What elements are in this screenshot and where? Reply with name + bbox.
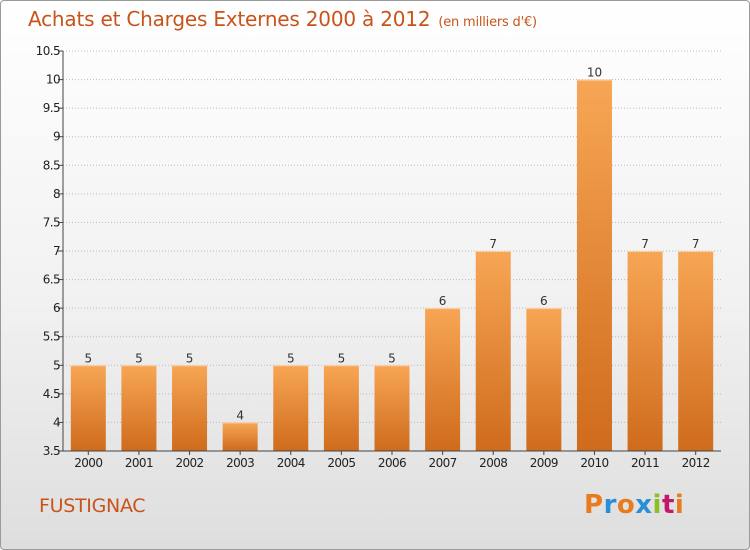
logo-letter: r bbox=[603, 490, 617, 520]
data-label: 7 bbox=[489, 237, 497, 251]
x-tick-label: 2002 bbox=[175, 456, 203, 470]
chart-title-text: Achats et Charges Externes 2000 à 2012 bbox=[28, 7, 431, 31]
bar bbox=[374, 365, 410, 451]
logo-letter: x bbox=[635, 490, 653, 520]
y-tick-label: 5.5 bbox=[43, 330, 60, 344]
data-label: 5 bbox=[186, 351, 194, 365]
x-tick-label: 2007 bbox=[429, 456, 457, 470]
x-tick-label: 2009 bbox=[530, 456, 558, 470]
location-label: FUSTIGNAC bbox=[39, 495, 146, 517]
bar bbox=[526, 308, 562, 451]
chart-subtitle: (en milliers d'€) bbox=[438, 15, 537, 30]
y-tick-label: 8.5 bbox=[43, 158, 60, 172]
y-tick-label: 6 bbox=[53, 301, 60, 315]
axes: 3.5 4 4.5 5 5.5 6 6.5 7 7.5 8 8.5 9 9.5 10 10.5 2000 200… bbox=[36, 44, 721, 470]
x-tick-label: 2001 bbox=[125, 456, 153, 470]
data-label: 5 bbox=[287, 351, 295, 365]
chart-title: Achats et Charges Externes 2000 à 2012 (e… bbox=[28, 7, 537, 31]
x-tick-label: 2004 bbox=[277, 456, 305, 470]
bar bbox=[425, 308, 461, 451]
data-label: 7 bbox=[641, 237, 649, 251]
data-label: 5 bbox=[338, 351, 346, 365]
x-tick-label: 2005 bbox=[327, 456, 355, 470]
bar bbox=[475, 251, 511, 451]
x-tick-label: 2006 bbox=[378, 456, 406, 470]
proxiti-logo[interactable]: Proxiti bbox=[584, 490, 684, 520]
bars: 5 5 5 4 5 5 5 6 7 6 10 7 7 bbox=[70, 66, 714, 452]
bar bbox=[323, 365, 359, 451]
data-label: 5 bbox=[388, 351, 396, 365]
x-tick-label: 2012 bbox=[682, 456, 710, 470]
y-tick-label: 9.5 bbox=[43, 101, 60, 115]
y-tick-label: 5 bbox=[53, 358, 60, 372]
logo-letter: i bbox=[652, 490, 662, 520]
bar bbox=[70, 365, 106, 451]
y-tick-label: 7 bbox=[53, 244, 60, 258]
y-tick-label: 4 bbox=[53, 415, 60, 429]
data-label: 5 bbox=[135, 351, 143, 365]
bar bbox=[121, 365, 157, 451]
data-label: 5 bbox=[84, 351, 92, 365]
y-tick-label: 10 bbox=[46, 73, 60, 87]
data-label: 7 bbox=[692, 237, 700, 251]
bar bbox=[172, 365, 208, 451]
logo-letter: i bbox=[674, 490, 685, 520]
x-tick-label: 2011 bbox=[631, 456, 659, 470]
y-tick-label: 10.5 bbox=[36, 44, 60, 58]
logo-letter: P bbox=[584, 490, 604, 520]
bar-chart: 5 5 5 4 5 5 5 6 7 6 10 7 7 3.5 4 4.5 5 5.5 6 6.5 7 7.5 8 8.5 9 9… bbox=[36, 44, 721, 470]
y-tick-label: 8 bbox=[53, 187, 60, 201]
data-label: 6 bbox=[540, 294, 548, 308]
bar bbox=[576, 79, 612, 452]
bar bbox=[273, 365, 309, 451]
x-tick-label: 2003 bbox=[226, 456, 254, 470]
x-tick-label: 2000 bbox=[74, 456, 102, 470]
x-tick-label: 2008 bbox=[479, 456, 507, 470]
y-tick-label: 4.5 bbox=[43, 387, 60, 401]
data-label: 10 bbox=[587, 66, 602, 80]
bar bbox=[627, 251, 663, 451]
bar bbox=[222, 422, 258, 451]
y-tick-label: 3.5 bbox=[43, 444, 60, 458]
y-tick-label: 9 bbox=[53, 130, 60, 144]
bar bbox=[678, 251, 714, 451]
y-tick-label: 6.5 bbox=[43, 273, 60, 287]
logo-letter: t bbox=[661, 490, 675, 520]
data-label: 4 bbox=[236, 408, 244, 422]
y-tick-label: 7.5 bbox=[43, 215, 60, 229]
data-label: 6 bbox=[439, 294, 447, 308]
logo-letter: o bbox=[616, 490, 636, 520]
x-tick-label: 2010 bbox=[580, 456, 608, 470]
